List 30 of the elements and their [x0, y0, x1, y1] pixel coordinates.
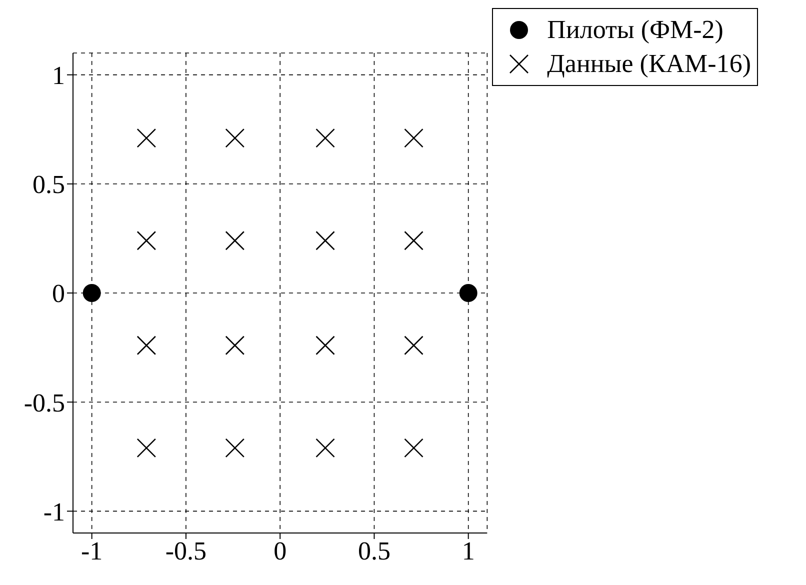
y-tick-label: 1: [52, 61, 65, 90]
point: [136, 128, 156, 148]
point: [404, 438, 424, 458]
point: [316, 336, 335, 356]
y-tick-label: 0.5: [32, 170, 65, 200]
x-tick-label: -1: [80, 536, 103, 566]
point: [136, 336, 156, 356]
legend-label: Пилоты (ФМ-2): [547, 14, 724, 46]
y-tick-label: -0.5: [24, 388, 65, 418]
x-tick-label: 0: [274, 536, 287, 566]
y-tick-label: 0: [52, 279, 65, 308]
point: [316, 128, 335, 148]
point: [316, 230, 335, 250]
point: [404, 128, 424, 148]
point: [225, 128, 245, 148]
point: [136, 438, 156, 458]
legend-label: Данные (КАМ-16): [547, 48, 751, 80]
point: [404, 336, 424, 356]
x-tick-label: 1: [462, 536, 475, 566]
y-tick-label: -1: [43, 497, 65, 526]
point: [404, 230, 424, 250]
x-tick-label: -0.5: [165, 536, 207, 566]
point: [316, 438, 335, 458]
point: [225, 438, 245, 458]
x-tick-label: 0.5: [358, 536, 390, 566]
point: [225, 230, 245, 250]
point: [459, 284, 478, 302]
point: [82, 284, 101, 302]
point: [136, 230, 156, 250]
point: [225, 336, 245, 356]
